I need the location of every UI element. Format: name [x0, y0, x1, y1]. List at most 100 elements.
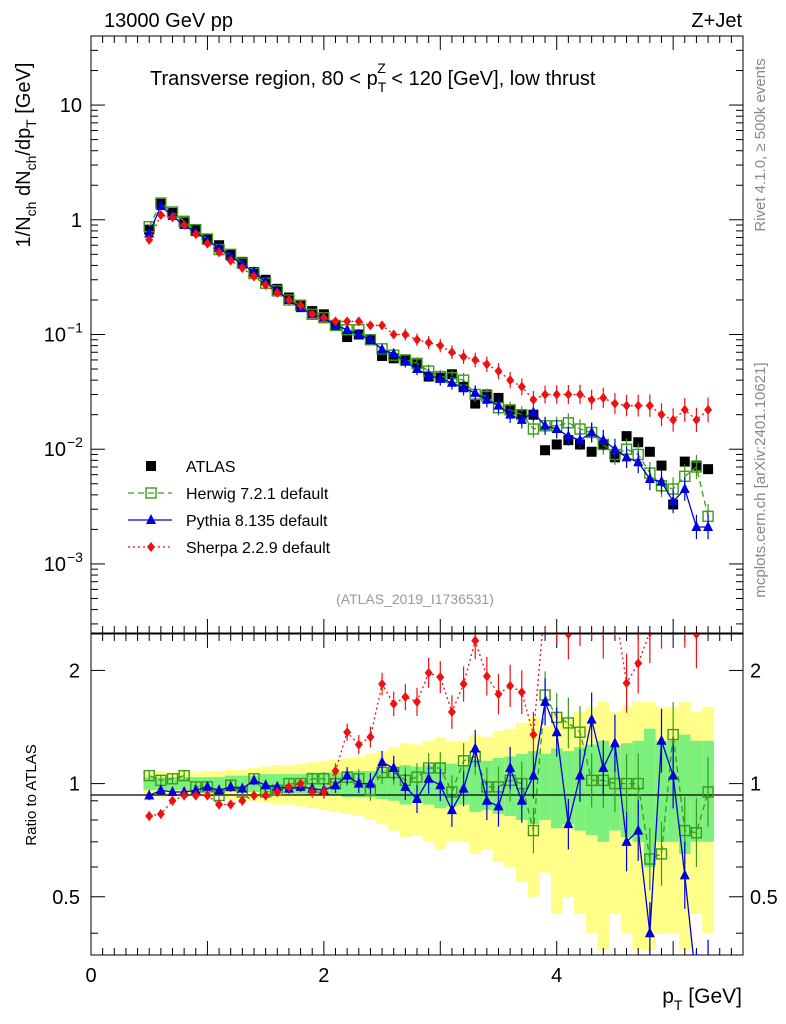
data-point [168, 212, 177, 223]
data-point [413, 334, 421, 345]
ratio-point [481, 794, 492, 805]
band-inner [644, 728, 656, 868]
ratio-point [238, 795, 247, 806]
ratio-point [601, 634, 605, 636]
ratio-point [690, 827, 703, 839]
data-point [564, 389, 573, 400]
chart-title-post: < 120 [GeV], low thrust [386, 68, 596, 90]
ratio-point [273, 786, 282, 797]
ratio-point [214, 784, 225, 795]
data-point [353, 328, 364, 339]
ratio-point [459, 679, 468, 690]
data-point [691, 520, 702, 531]
data-point [644, 473, 655, 484]
chart-title: Transverse region, 80 < pTZ < 120 [GeV],… [150, 60, 596, 95]
data-point [423, 369, 434, 380]
data-point [470, 398, 481, 409]
data-point [551, 439, 562, 450]
ratio-series-layer [143, 585, 714, 955]
data-point [388, 347, 399, 358]
band-inner [143, 777, 156, 791]
ratio-point [679, 869, 690, 880]
legend-marker [145, 487, 157, 499]
collision-label: 13000 GeV pp [104, 10, 233, 32]
ratio-point [411, 771, 423, 783]
data-point [506, 375, 515, 386]
ratio-point [516, 794, 527, 805]
data-point [145, 234, 154, 245]
band-inner [562, 751, 575, 825]
data-point [156, 210, 165, 221]
ratio-point [634, 658, 643, 669]
data-point [505, 408, 516, 419]
data-point [401, 329, 410, 340]
data-point [343, 316, 352, 327]
data-point [563, 430, 574, 441]
ratio-point [261, 790, 270, 801]
ratio-point [226, 799, 235, 810]
data-point [214, 241, 225, 252]
main-y-tick-label: 10 [44, 439, 66, 461]
ratio-point [622, 678, 631, 689]
data-point [599, 392, 608, 403]
data-point [516, 413, 527, 424]
data-point [365, 333, 376, 344]
data-point [528, 406, 539, 417]
series-herwig-7-2-1-default [143, 197, 714, 529]
ratio-point [400, 780, 411, 791]
chart-title-pre: Transverse region, 80 < p [150, 68, 378, 90]
ratio-point [528, 769, 539, 780]
ratio-point [423, 772, 434, 783]
ratio-point [377, 756, 388, 767]
legend-item: ATLAS [146, 459, 236, 476]
data-point [551, 423, 562, 434]
legend-marker [146, 514, 156, 524]
ratio-point [178, 769, 190, 782]
ratio-y-tick-label: 1 [69, 774, 80, 796]
data-point [621, 431, 632, 442]
data-point [703, 520, 714, 531]
ratio-point [191, 790, 200, 801]
ratio-point [296, 778, 305, 789]
data-point [354, 316, 363, 327]
data-point [482, 359, 491, 370]
data-point [656, 475, 667, 486]
ratio-point [343, 727, 352, 738]
main-series-layer [143, 197, 714, 540]
ratio-point [517, 687, 526, 698]
ratio-point [681, 609, 689, 619]
ratio-point [354, 739, 363, 750]
ratio-point [633, 824, 644, 835]
ratio-point [413, 696, 421, 707]
ratio-point [401, 691, 410, 702]
chart-title-sub: T [378, 79, 387, 95]
band-inner [539, 753, 551, 821]
ratio-point [667, 728, 679, 741]
ratio-point [215, 799, 224, 810]
analysis-id-label: (ATLAS_2019_I1736531) [336, 591, 494, 607]
ratio-point [353, 777, 364, 788]
ratio-point [704, 585, 712, 595]
data-point [633, 456, 644, 467]
data-point [296, 300, 305, 311]
main-y-tick-exponent: −2 [67, 434, 83, 450]
x-tick-label: 4 [551, 965, 562, 987]
ratio-point [249, 774, 259, 785]
data-point [435, 372, 446, 383]
ratio-point [365, 777, 376, 788]
ratio-point [378, 679, 387, 690]
main-y-label: 1/Nch dNch/dpT [GeV] [13, 63, 39, 248]
data-point [690, 461, 703, 473]
ratio-point [493, 800, 504, 811]
data-point [225, 250, 236, 261]
ratio-point [575, 769, 585, 780]
data-point [668, 495, 679, 506]
data-point [622, 400, 631, 411]
ratio-point [412, 792, 422, 803]
ratio-uncertainty-bands [143, 701, 714, 951]
data-point [446, 376, 457, 387]
ratio-y-axis: 0.5 0.5 1 1 2 2 [52, 660, 778, 934]
ratio-point [621, 835, 632, 846]
ratio-point [225, 780, 236, 791]
